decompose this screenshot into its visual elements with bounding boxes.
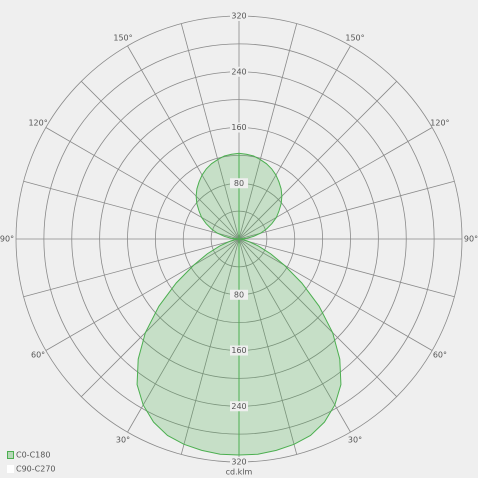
theta-tick-label: 30° [116, 435, 130, 444]
theta-tick-label: 60° [433, 351, 447, 360]
theta-tick-label: 90° [0, 235, 14, 244]
grid-spoke [238, 23, 298, 240]
legend-label: C90-C270 [16, 465, 56, 474]
legend-swatch [7, 451, 14, 459]
r-tick-bg [230, 401, 248, 412]
r-tick-bg [230, 11, 248, 21]
legend-swatch [7, 465, 14, 473]
grid-spoke [127, 45, 240, 240]
r-tick-label: 240 [231, 67, 246, 76]
theta-tick-label: 150° [345, 34, 364, 43]
theta-tick-label: 150° [113, 34, 132, 43]
r-tick-label: 240 [231, 402, 246, 411]
grid-spoke [180, 23, 240, 240]
theta-tick-label: 120° [430, 119, 449, 128]
r-tick-bg [230, 289, 248, 300]
grid-spoke [238, 45, 351, 240]
r-tick-bg [230, 66, 248, 77]
grid-spoke [23, 180, 240, 240]
grid-spoke [238, 238, 433, 351]
grid-spoke [180, 238, 240, 455]
theta-tick-label: 60° [31, 351, 45, 360]
r-tick-bg [230, 178, 248, 189]
grid-spoke [238, 238, 351, 433]
r-tick-bg [230, 457, 248, 467]
grid-spoke [127, 238, 240, 433]
r-tick-bg [230, 122, 248, 133]
r-tick-label: 160 [231, 346, 246, 355]
grid-spoke [238, 81, 397, 240]
grid-spoke [238, 127, 433, 240]
r-tick-label: 80 [234, 290, 244, 299]
theta-tick-label: 90° [464, 235, 478, 244]
legend-label: C0-C180 [16, 451, 50, 460]
r-tick-label: 320 [231, 12, 246, 21]
grid-spoke [238, 238, 455, 298]
theta-tick-label: 120° [28, 119, 47, 128]
r-tick-label: 160 [231, 123, 246, 132]
intensity-curve [136, 152, 240, 456]
grid-spoke [238, 238, 397, 397]
grid-spoke [238, 180, 455, 240]
grid-spoke [23, 238, 240, 298]
grid-spoke [81, 81, 240, 240]
r-axis-label: cd.klm [226, 468, 253, 477]
r-tick-bg [230, 345, 248, 356]
grid-spoke [45, 127, 240, 240]
grid-spoke [238, 238, 298, 455]
grid-spoke [81, 238, 240, 397]
r-tick-label: 320 [231, 458, 246, 467]
grid-spoke [45, 238, 240, 351]
intensity-curve [238, 152, 342, 456]
theta-tick-label: 30° [348, 435, 362, 444]
r-tick-label: 80 [234, 179, 244, 188]
